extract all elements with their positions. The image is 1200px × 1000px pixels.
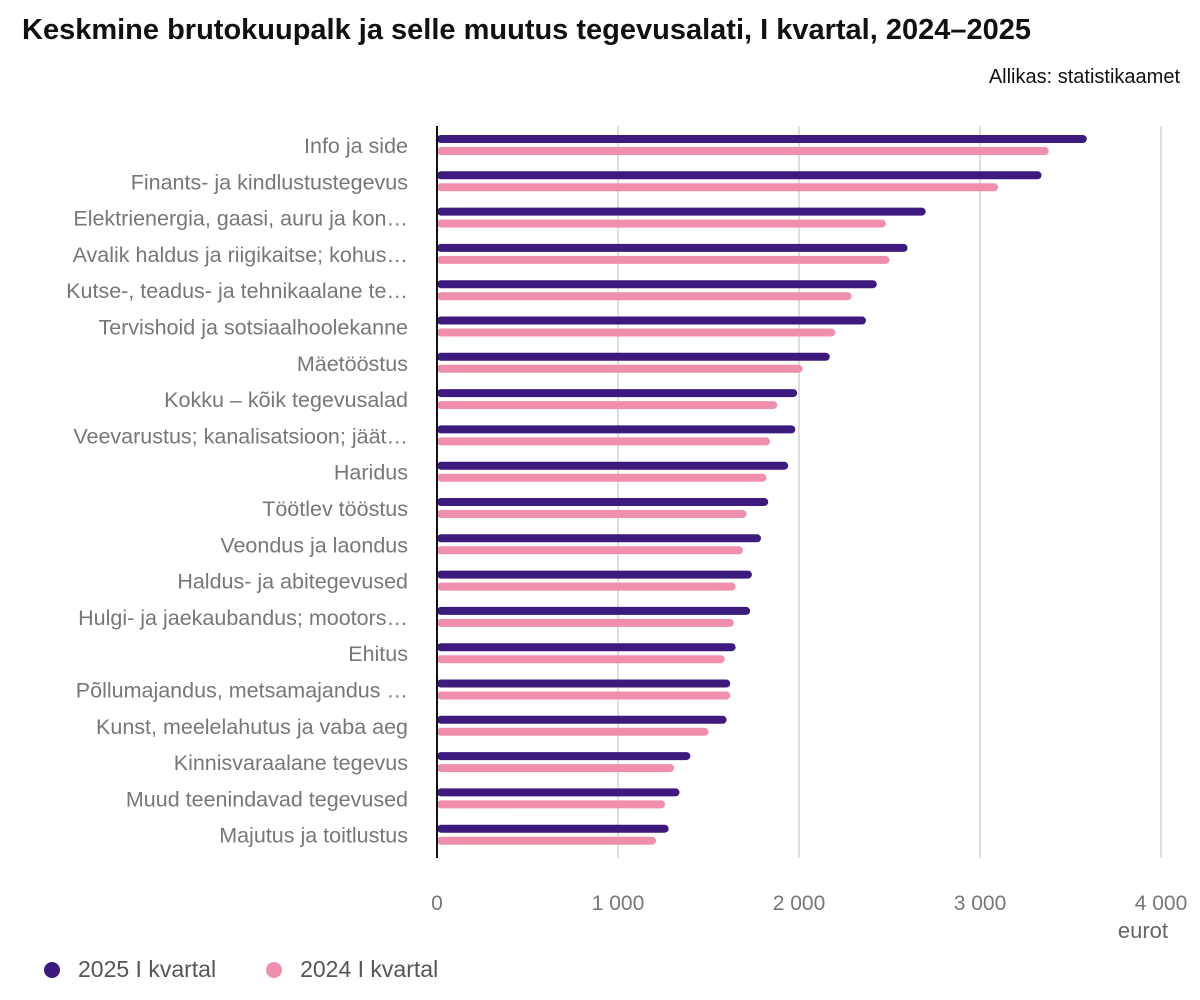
category-label: Kutse-, teadus- ja tehnikaalane te…	[66, 279, 408, 303]
bar-2024[interactable]	[437, 255, 890, 264]
bar-2025[interactable]	[437, 534, 761, 543]
bar-2024[interactable]	[437, 618, 734, 627]
bar-2024[interactable]	[437, 437, 771, 446]
bar-2024[interactable]	[437, 836, 657, 845]
bar-2025[interactable]	[437, 352, 830, 361]
category-labels: Info ja side Finants- ja kindlustustegevu…	[66, 126, 438, 858]
legend-label-2024: 2024 I kvartal	[300, 956, 439, 982]
category-label: Kunst, meelelahutus ja vaba aeg	[96, 715, 408, 739]
bar-2025[interactable]	[437, 679, 731, 688]
x-tick-label: 1 000	[592, 892, 645, 915]
category-label: Ehitus	[348, 642, 408, 666]
bar-2024[interactable]	[437, 727, 709, 736]
bar-2024[interactable]	[437, 764, 675, 773]
category-label: Mäetööstus	[297, 352, 408, 376]
bar-2025[interactable]	[437, 498, 769, 506]
x-tick-label: 4 000	[1135, 892, 1188, 915]
legend-item-2025[interactable]: 2025 I kvartal	[44, 956, 216, 983]
legend: 2025 I kvartal 2024 I kvartal	[44, 956, 488, 983]
bar-2024[interactable]	[437, 401, 778, 410]
bar-2024[interactable]	[437, 655, 725, 664]
legend-label-2025: 2025 I kvartal	[78, 956, 217, 982]
bar-2025[interactable]	[437, 824, 669, 833]
chart-title: Keskmine brutokuupalk ja selle muutus te…	[22, 14, 1032, 46]
bar-2025[interactable]	[437, 570, 752, 579]
bar-2025[interactable]	[437, 316, 866, 325]
bar-2025[interactable]	[437, 389, 798, 398]
bar-2024[interactable]	[437, 147, 1049, 155]
category-label: Elektrienergia, gaasi, auru ja kon…	[73, 207, 408, 231]
bar-2025[interactable]	[437, 606, 751, 615]
category-label: Töötlev tööstus	[262, 497, 408, 521]
category-label: Kinnisvaraalane tegevus	[174, 751, 408, 775]
bars	[437, 135, 1087, 845]
bar-2025[interactable]	[437, 280, 877, 289]
category-label: Muud teenindavad tegevused	[126, 787, 408, 811]
category-label: Hulgi- ja jaekaubandus; mootors…	[78, 606, 408, 630]
bar-2024[interactable]	[437, 546, 743, 555]
bar-2024[interactable]	[437, 691, 731, 700]
category-label: Haldus- ja abitegevused	[177, 570, 408, 594]
category-label: Avalik haldus ja riigikaitse; kohus…	[73, 243, 408, 267]
x-tick-label: 3 000	[954, 892, 1007, 915]
bar-2024[interactable]	[437, 510, 747, 518]
legend-marker-2025	[44, 961, 60, 978]
category-label: Tervishoid ja sotsiaalhoolekanne	[98, 316, 408, 340]
bar-2025[interactable]	[437, 715, 727, 724]
x-axis-ticks: 0 1 000 2 000 3 000 4 000	[431, 892, 1187, 915]
bar-2024[interactable]	[437, 183, 999, 192]
bar-2024[interactable]	[437, 292, 852, 301]
category-label: Finants- ja kindlustustegevus	[131, 170, 408, 194]
bar-2025[interactable]	[437, 171, 1042, 180]
bar-2025[interactable]	[437, 643, 736, 652]
category-label: Kokku – kõik tegevusalad	[164, 388, 408, 412]
bar-2025[interactable]	[437, 207, 926, 216]
category-label: Põllumajandus, metsamajandus …	[76, 679, 408, 703]
x-axis-label: eurot	[1118, 918, 1168, 943]
category-label: Majutus ja toitlustus	[219, 824, 408, 848]
bar-2025[interactable]	[437, 461, 789, 470]
bar-2024[interactable]	[437, 800, 666, 809]
bar-2025[interactable]	[437, 752, 691, 761]
bar-2024[interactable]	[437, 473, 767, 482]
bar-2024[interactable]	[437, 364, 803, 373]
bar-2024[interactable]	[437, 328, 836, 337]
bar-2025[interactable]	[437, 243, 908, 252]
category-label: Veevarustus; kanalisatsioon; jäät…	[73, 424, 408, 448]
x-tick-label: 0	[431, 892, 443, 915]
bar-2025[interactable]	[437, 425, 796, 434]
bar-2024[interactable]	[437, 582, 736, 591]
legend-marker-2024	[266, 961, 283, 978]
category-label: Haridus	[334, 461, 408, 485]
category-label: Veondus ja laondus	[220, 533, 408, 557]
bar-2024[interactable]	[437, 219, 886, 228]
gridlines	[617, 126, 1162, 858]
bar-2025[interactable]	[437, 788, 680, 797]
source-note: Allikas: statistikaamet	[988, 66, 1180, 88]
x-tick-label: 2 000	[773, 892, 826, 915]
bar-2025[interactable]	[437, 135, 1087, 143]
category-label: Info ja side	[304, 134, 408, 158]
legend-item-2024[interactable]: 2024 I kvartal	[266, 956, 438, 983]
